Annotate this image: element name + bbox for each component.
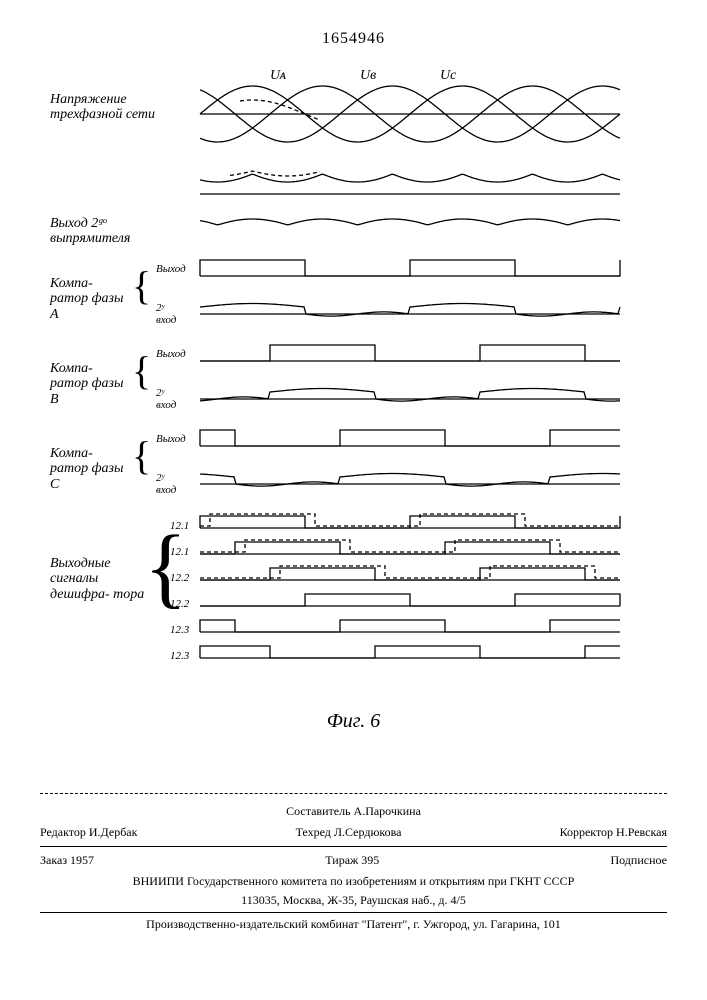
sublabel-compC-in: 2ʸ вход bbox=[156, 472, 176, 496]
label-rect2: Выход 2ᵍᵒ выпрямителя bbox=[50, 216, 160, 247]
dec-ch-3: 12.2 bbox=[170, 598, 189, 610]
dec-ch-0: 12.1 bbox=[170, 520, 189, 532]
sublabel-compC-out: Выход bbox=[156, 433, 186, 445]
divider-2 bbox=[40, 912, 667, 913]
divider-1 bbox=[40, 846, 667, 847]
page: { "document_number": "1654946", "figure_… bbox=[0, 0, 707, 1000]
corrector: Корректор Н.Ревская bbox=[560, 825, 667, 840]
editor: Редактор И.Дербак bbox=[40, 825, 137, 840]
addr: 113035, Москва, Ж-35, Раушская наб., д. … bbox=[40, 893, 667, 908]
order-row: Заказ 1957 Тираж 395 Подписное bbox=[40, 853, 667, 868]
label-dec: Выходные сигналы дешифра- тора bbox=[50, 556, 150, 602]
tirazh: Тираж 395 bbox=[325, 853, 379, 868]
label-net: Напряжение трехфазной сети bbox=[50, 92, 160, 123]
printer: Производственно-издательский комбинат "П… bbox=[40, 917, 667, 932]
brace-compA: { bbox=[132, 274, 151, 298]
dec-ch-5: 12.3 bbox=[170, 650, 189, 662]
document-number: 1654946 bbox=[40, 30, 667, 48]
sublabel-compA-in: 2ʸ вход bbox=[156, 302, 176, 326]
figure-caption: Фиг. 6 bbox=[40, 710, 667, 733]
sublabel-compB-out: Выход bbox=[156, 348, 186, 360]
dec-ch-4: 12.3 bbox=[170, 624, 189, 636]
timing-diagram bbox=[200, 66, 620, 686]
sublabel-compA-out: Выход bbox=[156, 263, 186, 275]
composer-line: Составитель А.Парочкина bbox=[40, 804, 667, 819]
signed: Подписное bbox=[610, 853, 667, 868]
dec-ch-2: 12.2 bbox=[170, 572, 189, 584]
sublabel-compB-in: 2ʸ вход bbox=[156, 387, 176, 411]
label-compC: Компа- ратор фазы С bbox=[50, 446, 130, 492]
order: Заказ 1957 bbox=[40, 853, 94, 868]
brace-compC: { bbox=[132, 444, 151, 468]
org: ВНИИПИ Государственного комитета по изоб… bbox=[40, 874, 667, 889]
divider-dashed bbox=[40, 793, 667, 794]
label-compB: Компа- ратор фазы В bbox=[50, 361, 130, 407]
credits-row: Редактор И.Дербак Техред Л.Сердюкова Кор… bbox=[40, 825, 667, 840]
brace-compB: { bbox=[132, 359, 151, 383]
label-compA: Компа- ратор фазы А bbox=[50, 276, 130, 322]
figure: Напряжение трехфазной сети Выход 2ᵍᵒ вып… bbox=[40, 66, 667, 706]
tech: Техред Л.Сердюкова bbox=[296, 825, 402, 840]
dec-ch-1: 12.1 bbox=[170, 546, 189, 558]
